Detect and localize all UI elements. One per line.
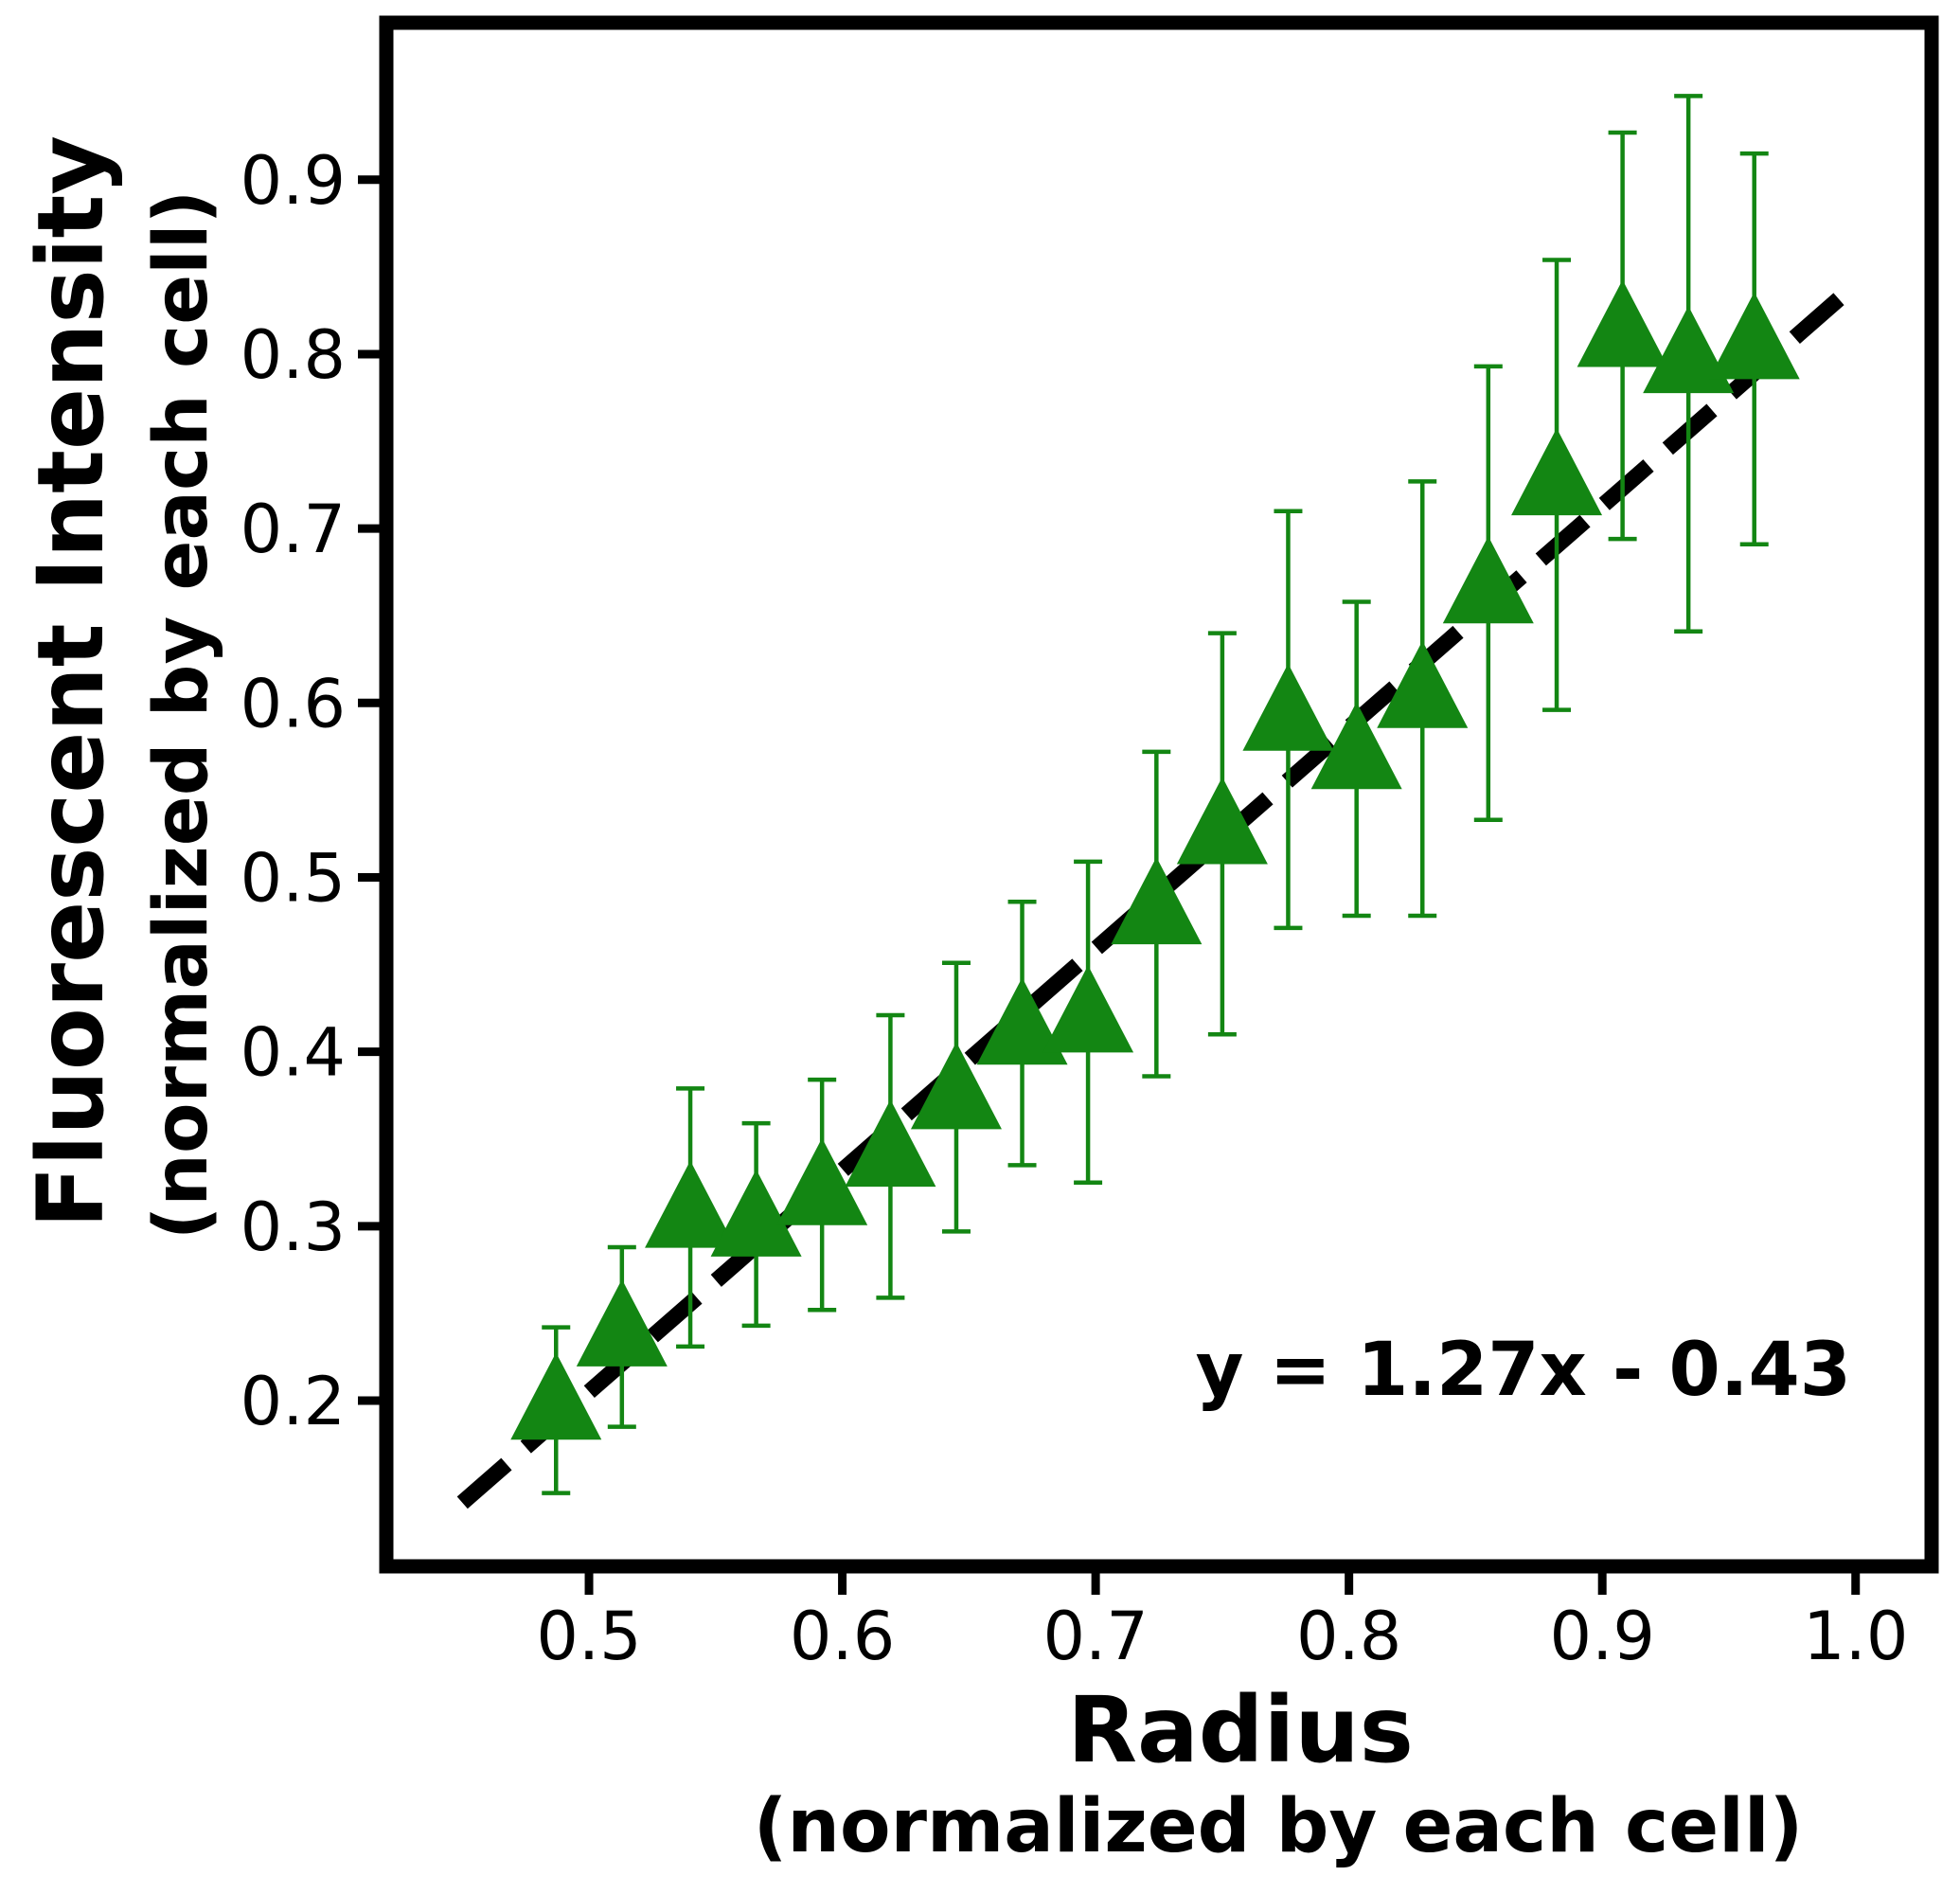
x-axis-title: Radius [1067, 1677, 1414, 1783]
x-tick-label: 0.8 [1296, 1598, 1401, 1675]
y-axis-subtitle: (normalized by each cell) [139, 190, 224, 1240]
data-point-6 [910, 960, 1002, 1234]
triangle-marker [1442, 536, 1534, 624]
x-tick-label: 1.0 [1803, 1598, 1908, 1675]
y-axis-ticks: 0.2 0.3 0.4 0.5 0.6 0.7 0.8 0.9 [241, 142, 380, 1440]
y-tick-label: 0.2 [241, 1363, 346, 1440]
triangle-marker [1643, 306, 1735, 394]
data-point-10 [1176, 631, 1268, 1037]
data-point-8 [1042, 859, 1134, 1186]
x-axis-ticks: 0.5 0.6 0.7 0.8 0.9 1.0 [536, 1573, 1908, 1675]
data-point-2 [645, 1086, 737, 1349]
triangle-marker [510, 1352, 602, 1440]
triangle-marker [976, 977, 1068, 1065]
triangle-marker [1242, 663, 1334, 751]
x-tick-label: 0.6 [790, 1598, 895, 1675]
data-point-17 [1643, 94, 1735, 634]
x-tick-label: 0.5 [536, 1598, 641, 1675]
y-tick-label: 0.3 [241, 1188, 346, 1266]
data-point-9 [1111, 749, 1203, 1079]
x-tick-label: 0.7 [1042, 1598, 1148, 1675]
y-tick-label: 0.7 [241, 491, 346, 568]
data-point-15 [1511, 258, 1603, 712]
plot-frame [379, 15, 1939, 1574]
triangle-marker [576, 1278, 668, 1367]
triangle-marker [1042, 965, 1134, 1053]
triangle-marker [910, 1042, 1002, 1130]
triangle-marker [1577, 279, 1668, 367]
y-axis-title: Fluorescent Intensity [18, 135, 124, 1228]
triangle-marker [776, 1137, 868, 1225]
data-point-18 [1708, 151, 1800, 546]
y-tick-label: 0.5 [241, 839, 346, 917]
y-tick-label: 0.4 [241, 1014, 346, 1092]
x-axis-subtitle: (normalized by each cell) [754, 1784, 1803, 1869]
data-point-13 [1377, 479, 1469, 919]
data-point-5 [845, 1012, 936, 1300]
data-point-7 [976, 900, 1068, 1168]
data-point-0 [510, 1325, 602, 1495]
triangle-marker [1310, 702, 1402, 790]
fit-equation: y = 1.27x - 0.43 [1196, 1328, 1851, 1413]
triangle-marker [1176, 777, 1268, 865]
data-point-16 [1577, 130, 1668, 542]
data-point-1 [576, 1244, 668, 1429]
triangle-marker [645, 1160, 737, 1248]
triangle-marker [845, 1099, 936, 1188]
data-point-11 [1242, 509, 1334, 931]
data-point-4 [776, 1077, 868, 1313]
y-tick-label: 0.8 [241, 316, 346, 394]
triangle-marker [710, 1169, 802, 1257]
data-points-layer [510, 94, 1800, 1495]
data-point-14 [1442, 364, 1534, 822]
y-tick-label: 0.9 [241, 142, 346, 220]
triangle-marker [1708, 292, 1800, 380]
y-tick-label: 0.6 [241, 665, 346, 742]
triangle-marker [1377, 640, 1469, 728]
x-tick-label: 0.9 [1550, 1598, 1655, 1675]
data-point-12 [1310, 599, 1402, 919]
data-point-3 [710, 1120, 802, 1329]
triangle-marker [1511, 428, 1603, 516]
triangle-marker [1111, 857, 1203, 945]
